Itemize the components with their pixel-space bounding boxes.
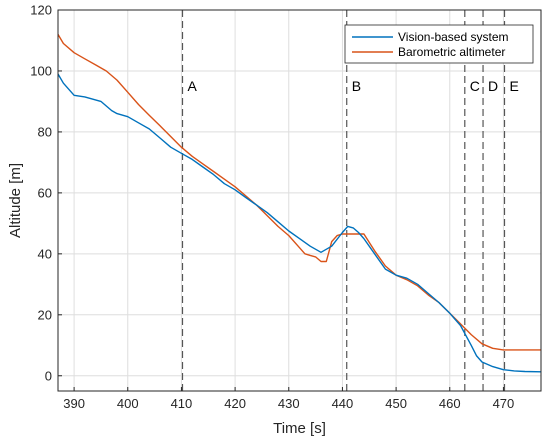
legend-box bbox=[344, 24, 534, 64]
x-tick-label: 470 bbox=[493, 396, 515, 411]
x-tick-label: 400 bbox=[117, 396, 139, 411]
event-label-c: C bbox=[470, 78, 480, 94]
legend: Vision-based system Barometric altimeter bbox=[344, 24, 534, 64]
series-line-vision bbox=[57, 73, 542, 373]
legend-label-vision: Vision-based system bbox=[398, 30, 509, 44]
x-tick-label: 390 bbox=[63, 396, 85, 411]
y-tick-label: 120 bbox=[30, 3, 52, 18]
y-axis-label: Altitude [m] bbox=[7, 163, 24, 238]
y-tick-label: 80 bbox=[38, 124, 52, 139]
x-tick-label: 460 bbox=[439, 396, 461, 411]
series-line-baro bbox=[57, 34, 541, 351]
y-tick-label: 60 bbox=[38, 185, 52, 200]
series-lines bbox=[57, 34, 542, 373]
y-tick-label: 100 bbox=[30, 63, 52, 78]
plot-frame bbox=[57, 9, 542, 392]
axis-ticks: 390 400 410 420 430 440 450 460 470 0 20 40 60 80 100 1… bbox=[30, 3, 514, 412]
x-axis-label: Time [s] bbox=[273, 420, 326, 437]
x-tick-label: 440 bbox=[332, 396, 354, 411]
x-tick-label: 410 bbox=[171, 396, 193, 411]
x-tick-label: 420 bbox=[224, 396, 246, 411]
event-label-b: B bbox=[352, 78, 361, 94]
event-label-e: E bbox=[510, 78, 519, 94]
x-tick-label: 430 bbox=[278, 396, 300, 411]
grid bbox=[58, 9, 541, 391]
event-label-d: D bbox=[488, 78, 498, 94]
y-tick-label: 20 bbox=[38, 307, 52, 322]
legend-label-baro: Barometric altimeter bbox=[398, 45, 505, 59]
x-tick-label: 450 bbox=[385, 396, 407, 411]
y-tick-label: 0 bbox=[45, 368, 52, 383]
y-tick-label: 40 bbox=[38, 246, 52, 261]
event-label-a: A bbox=[188, 78, 198, 94]
